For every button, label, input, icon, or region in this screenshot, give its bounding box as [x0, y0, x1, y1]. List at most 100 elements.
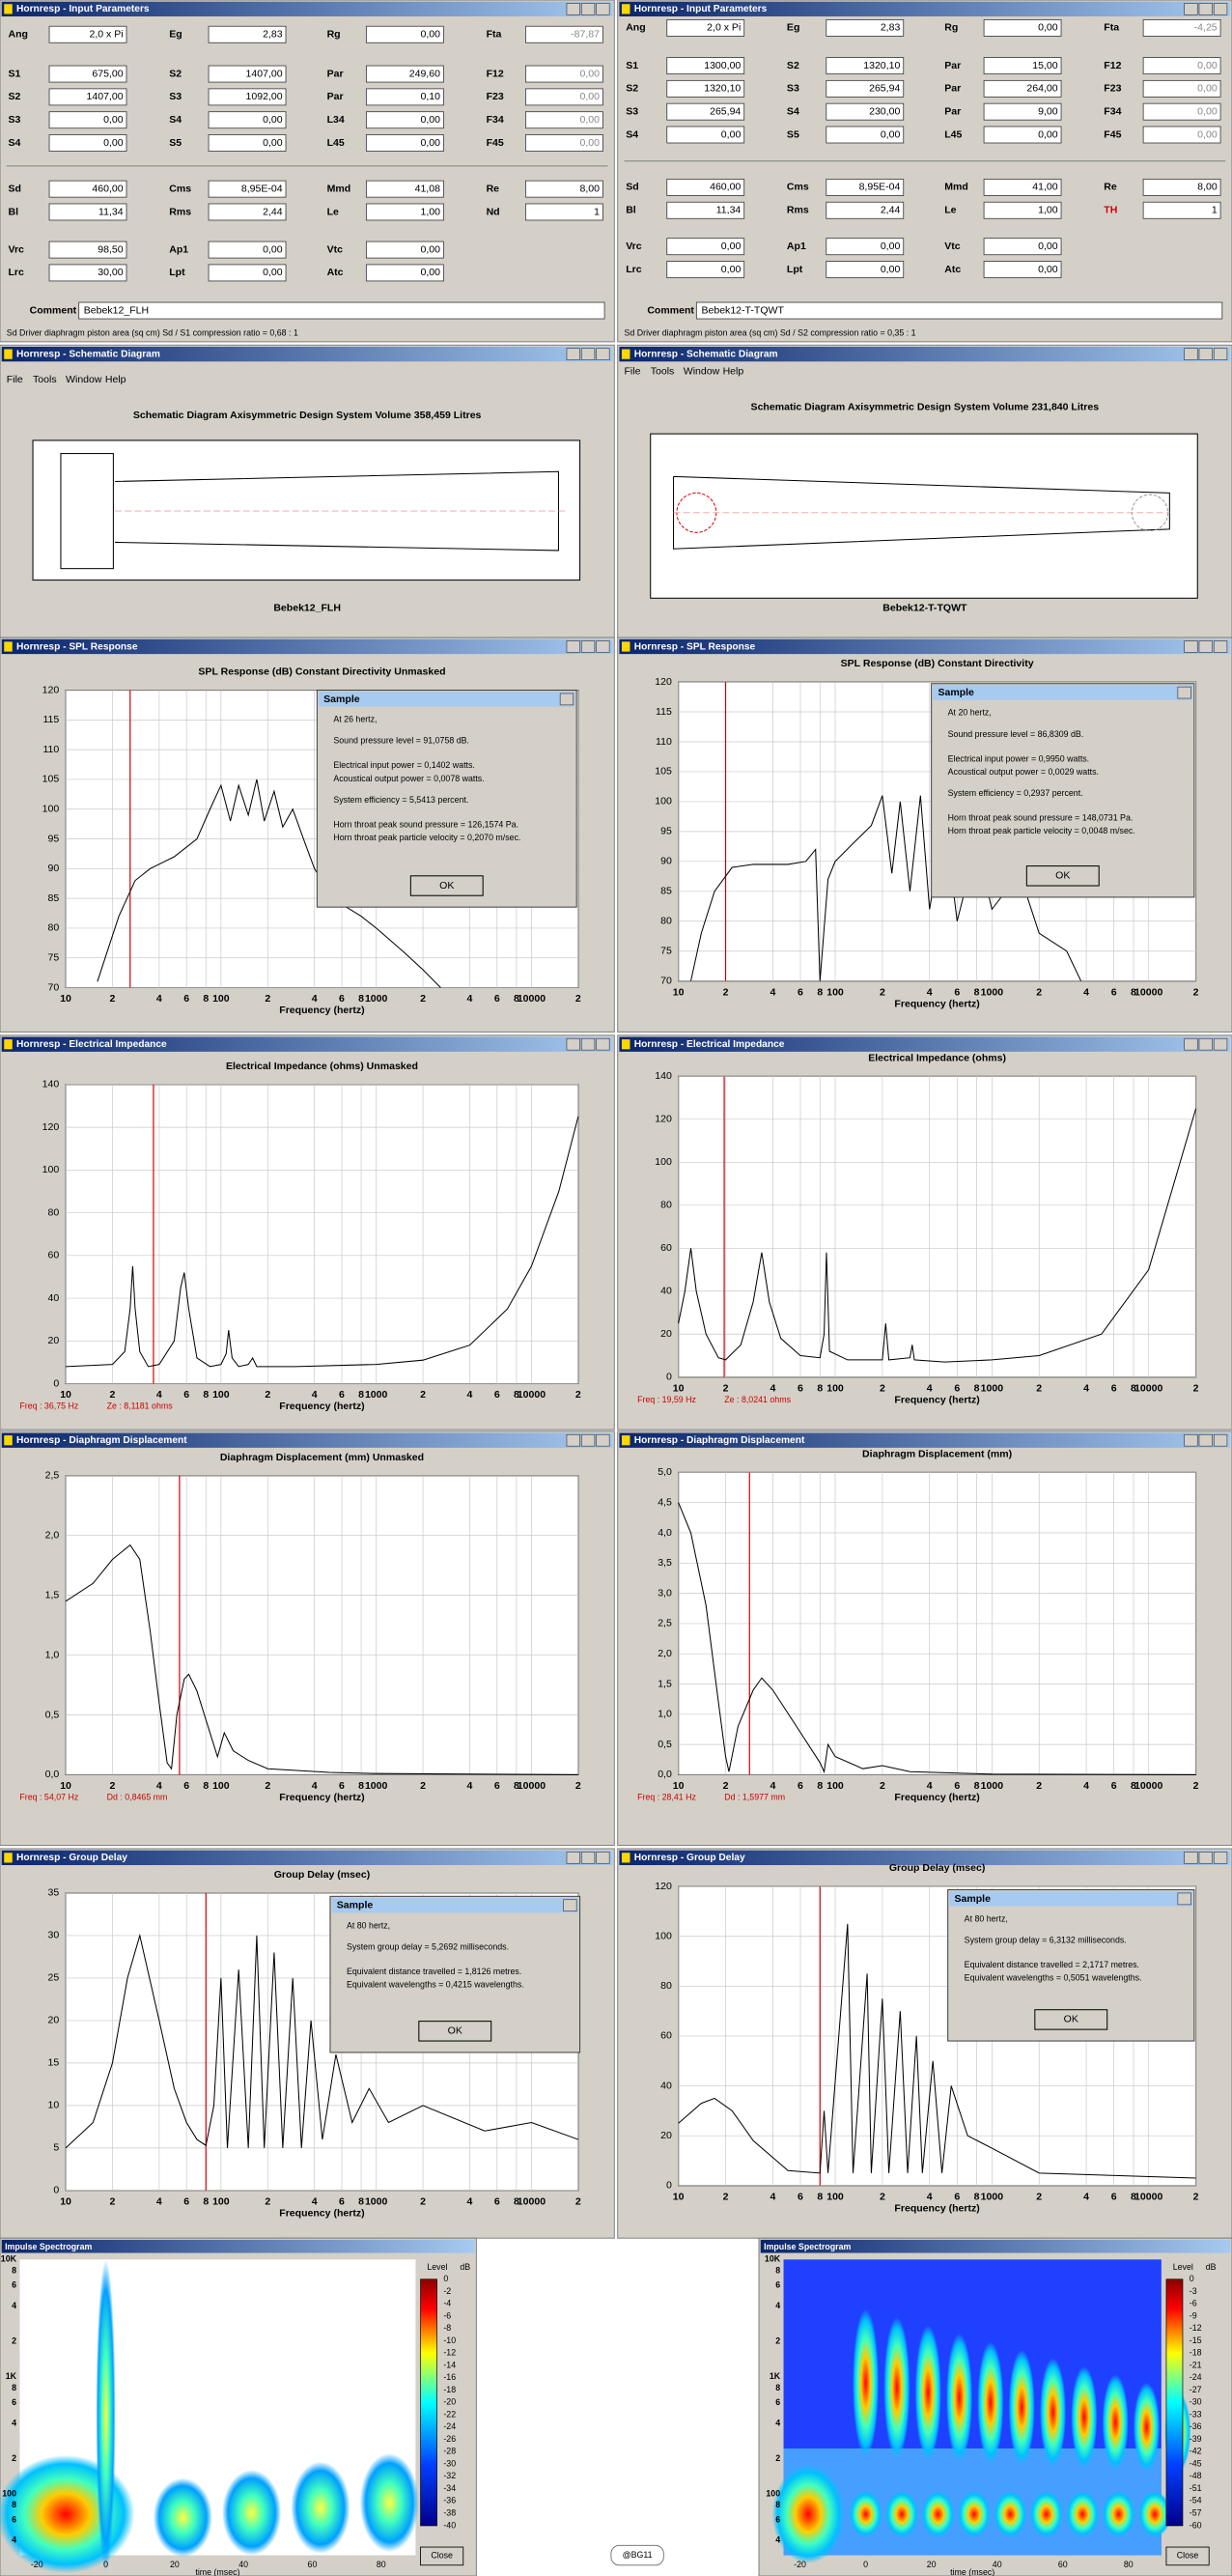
param-value[interactable]: 0,00	[579, 137, 600, 149]
param-field[interactable]	[48, 88, 127, 106]
param-value[interactable]: 0,00	[420, 29, 440, 41]
param-field[interactable]	[826, 79, 905, 98]
window-max-button[interactable]	[580, 640, 596, 653]
param-field[interactable]	[1142, 18, 1221, 37]
param-value[interactable]: 2,44	[881, 205, 901, 216]
param-value[interactable]: 0,00	[1197, 83, 1218, 95]
param-field[interactable]	[666, 102, 745, 121]
param-field[interactable]	[983, 18, 1062, 37]
param-field[interactable]	[525, 111, 603, 129]
param-field[interactable]	[365, 65, 444, 83]
param-value[interactable]: 15,00	[1032, 60, 1057, 71]
param-value[interactable]: 0,00	[1197, 60, 1218, 71]
param-field[interactable]	[826, 126, 905, 144]
window-close-button[interactable]	[1213, 3, 1228, 15]
param-value[interactable]: 9,00	[1038, 105, 1058, 117]
param-field[interactable]	[208, 203, 287, 221]
param-field[interactable]	[983, 57, 1062, 74]
window-min-button[interactable]	[566, 640, 580, 653]
param-value[interactable]: 1407,00	[246, 68, 283, 79]
window-min-button[interactable]	[1184, 1852, 1198, 1864]
window-min-button[interactable]	[1184, 1433, 1198, 1447]
param-value[interactable]: 1407,00	[87, 91, 124, 102]
param-value[interactable]: 0,00	[721, 264, 742, 275]
window-max-button[interactable]	[580, 348, 596, 360]
param-value[interactable]: 2,83	[263, 29, 283, 41]
param-value[interactable]: 0,00	[721, 128, 742, 140]
param-value[interactable]: 0,00	[263, 243, 283, 255]
param-field[interactable]	[666, 57, 745, 74]
param-value[interactable]: 0,00	[103, 114, 124, 126]
menu-item[interactable]: Help	[105, 374, 126, 385]
param-value[interactable]: 675,00	[92, 68, 123, 79]
param-field[interactable]	[208, 65, 287, 83]
menu-item[interactable]: Tools	[651, 365, 675, 377]
window-max-button[interactable]	[1198, 1037, 1213, 1051]
param-value[interactable]: 2,83	[881, 22, 901, 34]
ok-label[interactable]: OK	[1055, 870, 1070, 882]
menu-item[interactable]: Window	[66, 374, 102, 385]
param-value[interactable]: 30,00	[98, 267, 123, 278]
ok-button[interactable]	[1025, 865, 1100, 887]
ok-label[interactable]: OK	[448, 2025, 462, 2037]
menu-item[interactable]: Window	[684, 365, 720, 377]
param-field[interactable]	[983, 261, 1062, 278]
param-value[interactable]: 41,08	[415, 183, 440, 194]
param-field[interactable]	[983, 102, 1062, 121]
window-min-button[interactable]	[1184, 1037, 1198, 1051]
param-field[interactable]	[666, 179, 745, 196]
param-value[interactable]: 11,34	[716, 205, 742, 216]
window-close-button[interactable]	[596, 1037, 610, 1051]
param-field[interactable]	[365, 264, 444, 282]
param-field[interactable]	[208, 264, 287, 282]
param-value[interactable]: 1300,00	[704, 60, 741, 71]
param-field[interactable]	[365, 241, 444, 259]
param-field[interactable]	[1142, 126, 1221, 144]
param-value[interactable]: -87,87	[571, 29, 600, 41]
param-field[interactable]	[826, 238, 905, 256]
close-label[interactable]: Close	[431, 2551, 453, 2561]
param-field[interactable]	[48, 111, 127, 129]
param-value[interactable]: 0,00	[263, 137, 283, 149]
dialog-close[interactable]	[563, 1899, 577, 1911]
param-value[interactable]: 0,00	[420, 137, 440, 149]
window-close-button[interactable]	[1213, 1433, 1228, 1447]
param-value[interactable]: 41,00	[1032, 182, 1057, 193]
window-max-button[interactable]	[1198, 1852, 1213, 1864]
param-field[interactable]	[48, 264, 127, 282]
param-value[interactable]: 8,00	[579, 183, 600, 194]
param-field[interactable]	[208, 180, 287, 198]
param-field[interactable]	[208, 88, 287, 106]
window-max-button[interactable]	[1198, 1433, 1213, 1447]
param-field[interactable]	[365, 111, 444, 129]
param-value[interactable]: 230,00	[869, 105, 900, 117]
window-min-button[interactable]	[566, 1037, 580, 1051]
param-value[interactable]: 0,00	[881, 128, 901, 140]
param-field[interactable]	[1142, 57, 1221, 74]
menu-item[interactable]: Help	[723, 365, 744, 377]
param-value[interactable]: 1092,00	[246, 91, 283, 102]
window-close-button[interactable]	[1213, 640, 1228, 653]
param-value[interactable]: 1	[1212, 205, 1218, 216]
param-field[interactable]	[48, 134, 127, 152]
param-value[interactable]: 0,00	[1038, 128, 1058, 140]
window-close-button[interactable]	[1213, 1852, 1228, 1864]
param-field[interactable]	[48, 241, 127, 259]
param-field[interactable]	[48, 25, 127, 43]
param-value[interactable]: 0,00	[103, 137, 124, 149]
param-field[interactable]	[365, 180, 444, 198]
param-value[interactable]: 460,00	[710, 182, 741, 193]
param-field[interactable]	[48, 65, 127, 83]
window-min-button[interactable]	[566, 1433, 580, 1447]
param-field[interactable]	[826, 18, 905, 37]
window-close-button[interactable]	[596, 640, 610, 653]
window-min-button[interactable]	[1184, 640, 1198, 653]
window-min-button[interactable]	[566, 1852, 580, 1864]
param-value[interactable]: 8,00	[1197, 182, 1218, 193]
comment-field[interactable]	[695, 301, 1223, 320]
ok-button[interactable]	[1034, 2009, 1108, 2030]
param-value[interactable]: 1320,10	[863, 60, 900, 71]
param-field[interactable]	[208, 25, 287, 43]
window-max-button[interactable]	[580, 3, 596, 15]
window-close-button[interactable]	[596, 3, 610, 15]
